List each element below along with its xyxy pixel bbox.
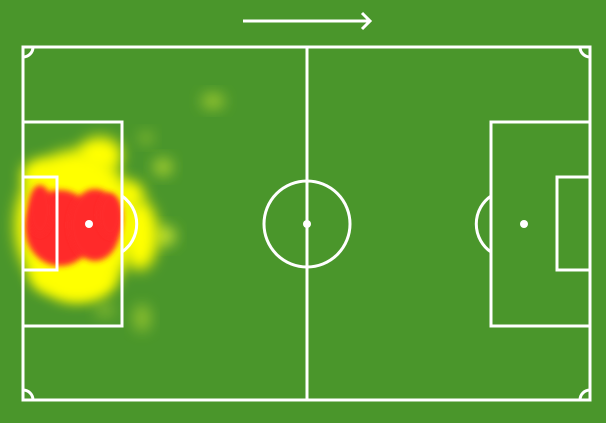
pitch-spots [85,220,528,228]
heat-blob [133,304,151,332]
left-penalty-spot [85,220,93,228]
right-penalty-spot [520,220,528,228]
heat-blob [154,226,176,246]
arrow-right-icon [360,11,373,31]
right-penalty-box [489,120,592,328]
corner-arc [578,388,591,401]
heat-blob [153,158,173,176]
heat-blob [28,185,52,235]
left-penalty-arc [121,194,139,254]
heat-blob [201,93,225,109]
heat-blob [138,131,154,145]
right-penalty-arc [474,194,492,254]
heat-blob [122,200,158,270]
heat-blob [22,160,58,190]
corner-arc [22,388,35,401]
heat-blob [31,260,59,290]
heat-blob [45,260,115,300]
pitch-lines [21,11,592,402]
center-spot [303,220,311,228]
center-circle [262,179,352,269]
heatmap-layer [15,93,225,332]
corner-arc [578,46,591,59]
heat-blob [95,302,115,318]
right-six-yard-box [555,175,592,272]
corner-arc [22,46,35,59]
left-six-yard-box [21,175,59,272]
heat-blob [98,193,122,237]
heat-blob [78,137,122,173]
